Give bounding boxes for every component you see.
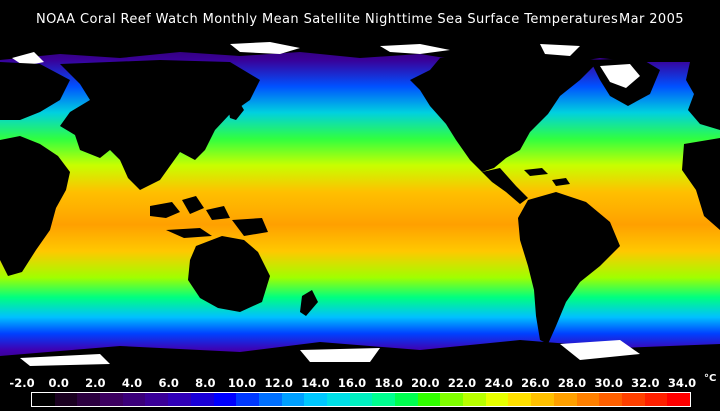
colorbar-tick: 22.0 [447, 376, 477, 390]
colorbar-swatch [485, 393, 509, 406]
colorbar-swatch [168, 393, 191, 406]
title-date: Mar 2005 [619, 12, 684, 27]
colorbar-tick: 2.0 [85, 376, 106, 390]
landmass-north-america [410, 54, 600, 172]
colorbar-swatch [644, 393, 668, 406]
landmass-japan [228, 100, 244, 120]
landmass-africa-west [682, 138, 720, 230]
colorbar-swatch [304, 393, 327, 406]
colorbar-tick-labels: -2.0 0.0 2.0 4.0 6.0 8.0 10.0 12.0 14.0 16.0 18.0 2… [0, 372, 720, 390]
colorbar-tick: 14.0 [301, 376, 330, 390]
landmass-indonesia [150, 196, 268, 238]
colorbar [31, 392, 691, 407]
colorbar-tick: 10.0 [227, 376, 257, 390]
colorbar-tick: 6.0 [158, 376, 179, 390]
landmass-central-america [482, 168, 528, 204]
colorbar-tick: 26.0 [521, 376, 550, 390]
colorbar-swatch [531, 393, 554, 406]
caribbean-islands [524, 168, 570, 186]
colorbar-tick: 18.0 [374, 376, 403, 390]
landmass-europe-east [686, 60, 720, 130]
colorbar-swatch [667, 393, 690, 406]
colorbar-swatch [122, 393, 146, 406]
colorbar-swatch [463, 393, 486, 406]
landmass-south-america [518, 192, 620, 344]
colorbar-swatch [326, 393, 350, 406]
colorbar-tick: 20.0 [411, 376, 440, 390]
colorbar-swatch [621, 393, 645, 406]
landmass-afro-eurasia [0, 60, 260, 190]
colorbar-swatch [281, 393, 305, 406]
landmass-africa [0, 136, 70, 276]
sst-map [0, 40, 720, 370]
colorbar-tick: 4.0 [121, 376, 143, 390]
colorbar-swatch [213, 393, 237, 406]
greenland-ice [600, 64, 640, 88]
colorbar-swatch [258, 393, 282, 406]
colorbar-swatch [576, 393, 600, 406]
colorbar-tick: -2.0 [9, 376, 35, 390]
colorbar-tick: 30.0 [594, 376, 623, 390]
colorbar-tick: 0.0 [48, 376, 69, 390]
colorbar-swatch [190, 393, 214, 406]
colorbar-tick: 12.0 [264, 376, 293, 390]
colorbar-swatch [236, 393, 259, 406]
colorbar-tick: 16.0 [337, 376, 367, 390]
colorbar-swatch [599, 393, 622, 406]
colorbar-tick: 34.0 [667, 376, 697, 390]
landmass-new-zealand [300, 290, 318, 316]
map-title: NOAA Coral Reef Watch Monthly Mean Satel… [0, 0, 720, 40]
colorbar-swatch [395, 393, 418, 406]
colorbar-tick: 28.0 [557, 376, 587, 390]
title-text: NOAA Coral Reef Watch Monthly Mean Satel… [36, 12, 619, 27]
colorbar-swatch [440, 393, 464, 406]
colorbar-tick: 8.0 [195, 376, 216, 390]
colorbar-tick: 24.0 [484, 376, 513, 390]
colorbar-swatch [54, 393, 78, 406]
colorbar-swatch [349, 393, 373, 406]
antarctica [0, 340, 720, 370]
colorbar-swatch [145, 393, 169, 406]
colorbar-swatch [417, 393, 441, 406]
colorbar-swatch [32, 393, 55, 406]
colorbar-swatch [77, 393, 101, 406]
colorbar-swatch [508, 393, 532, 406]
colorbar-swatch [372, 393, 395, 406]
colorbar-tick: 32.0 [631, 376, 660, 390]
colorbar-swatch [100, 393, 123, 406]
landmass-australia [188, 236, 270, 312]
colorbar-swatch [553, 393, 577, 406]
colorbar-unit: °C [704, 373, 717, 384]
